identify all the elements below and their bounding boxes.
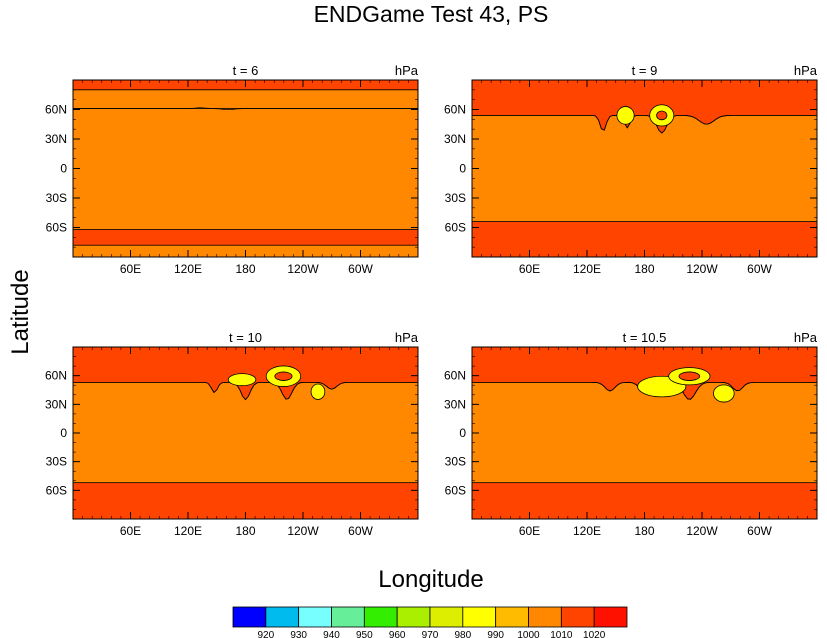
colorbar-swatch [331, 606, 365, 628]
colorbar-swatch [462, 606, 497, 628]
x-tick-label: 120W [287, 262, 319, 276]
colorbar-label: 970 [422, 630, 439, 638]
y-tick-label: 30S [46, 191, 67, 205]
x-tick-label: 60W [348, 262, 373, 276]
x-tick-label: 120W [287, 524, 319, 538]
x-tick-label: 60E [519, 262, 540, 276]
panel-2: t = 9 hPa 60E 120E 180 120W 60W 60N 30N 0 30S 60S [444, 63, 818, 276]
eddy-contour [274, 371, 293, 381]
contour-line [472, 114, 817, 134]
y-tick-label: 30S [445, 191, 466, 205]
x-tick-label: 120E [573, 262, 601, 276]
panel-units: hPa [794, 330, 818, 345]
pressure-band-3 [73, 229, 418, 246]
y-tick-label: 30N [444, 397, 466, 411]
y-tick-label: 0 [60, 162, 67, 176]
y-tick-label: 60S [46, 483, 67, 497]
colorbar-label: 990 [487, 630, 504, 638]
colorbar-label: 920 [257, 630, 274, 638]
colorbar-swatch [396, 606, 431, 628]
colorbar-label: 930 [290, 630, 307, 638]
x-axis-label: Longitude [378, 566, 483, 593]
y-tick-label: 60S [445, 221, 466, 235]
x-tick-label: 180 [235, 262, 255, 276]
y-tick-label: 60N [444, 103, 466, 117]
panel-3: t = 10 hPa 60E 120E 180 120W 60W 60N 30N 0 30S 60S [45, 330, 419, 538]
x-tick-label: 60E [120, 262, 141, 276]
y-tick-label: 0 [459, 426, 466, 440]
x-tick-label: 180 [634, 524, 654, 538]
y-tick-label: 30S [46, 455, 67, 469]
eddy-contour [656, 110, 668, 121]
y-tick-label: 60N [45, 369, 67, 383]
eddy-contour [713, 384, 735, 403]
x-tick-label: 120W [686, 524, 718, 538]
y-axis-label: Latitude [7, 269, 34, 354]
panel-title: t = 10 [229, 330, 262, 345]
y-tick-label: 60N [45, 103, 67, 117]
x-tick-label: 120E [174, 262, 202, 276]
panel-title: t = 6 [233, 63, 259, 78]
colorbar-swatch [593, 606, 628, 628]
colorbar: 920 930 940 950 960 970 980 990 1000 1010 1020 [232, 606, 628, 638]
eddy-contour [616, 106, 635, 125]
colorbar-swatch [560, 606, 595, 628]
contour-line [73, 107, 418, 111]
x-tick-label: 60E [120, 524, 141, 538]
y-tick-label: 30N [45, 132, 67, 146]
eddy-contour [227, 373, 257, 387]
colorbar-label: 950 [356, 630, 373, 638]
colorbar-label: 960 [389, 630, 406, 638]
contour-line [73, 382, 418, 401]
colorbar-swatch [265, 606, 300, 628]
panel-1: t = 6 hPa 60E 120E 180 120W 60W 60N 30N 0 30S 60S [45, 63, 419, 276]
colorbar-swatch [232, 606, 267, 628]
colorbar-label: 1000 [517, 630, 540, 638]
y-tick-label: 0 [60, 426, 67, 440]
colorbar-label: 940 [323, 630, 340, 638]
y-tick-label: 30N [444, 132, 466, 146]
panel-title: t = 9 [632, 63, 658, 78]
x-tick-label: 60W [747, 262, 772, 276]
y-tick-label: 30N [45, 397, 67, 411]
y-tick-label: 60N [444, 369, 466, 383]
y-tick-label: 60S [46, 221, 67, 235]
eddy-contour [310, 383, 326, 400]
x-tick-label: 60E [519, 524, 540, 538]
panel-units: hPa [794, 63, 818, 78]
y-tick-label: 60S [445, 483, 466, 497]
colorbar-swatch [528, 606, 562, 628]
x-tick-label: 120W [686, 262, 718, 276]
colorbar-label: 1020 [583, 630, 606, 638]
panel-title: t = 10.5 [623, 330, 667, 345]
x-tick-label: 60W [747, 524, 772, 538]
x-tick-label: 180 [634, 262, 654, 276]
colorbar-label: 980 [454, 630, 471, 638]
colorbar-swatch [495, 606, 529, 628]
panel-units: hPa [395, 63, 419, 78]
y-tick-label: 30S [445, 455, 466, 469]
colorbar-label: 1010 [550, 630, 573, 638]
eddy-contour [678, 371, 701, 381]
pressure-band-2 [73, 89, 418, 109]
panel-4: t = 10.5 hPa 60E 120E 180 120W 60W 60N 30N 0 30S 60… [444, 330, 818, 538]
background-fill [73, 80, 418, 257]
colorbar-swatch [363, 606, 398, 628]
colorbar-swatch [429, 606, 464, 628]
colorbar-swatch [298, 606, 332, 628]
x-tick-label: 120E [573, 524, 601, 538]
x-tick-label: 180 [235, 524, 255, 538]
y-tick-label: 0 [459, 162, 466, 176]
panel-units: hPa [395, 330, 419, 345]
x-tick-label: 120E [174, 524, 202, 538]
x-tick-label: 60W [348, 524, 373, 538]
figure-title: ENDGame Test 43, PS [314, 1, 549, 27]
